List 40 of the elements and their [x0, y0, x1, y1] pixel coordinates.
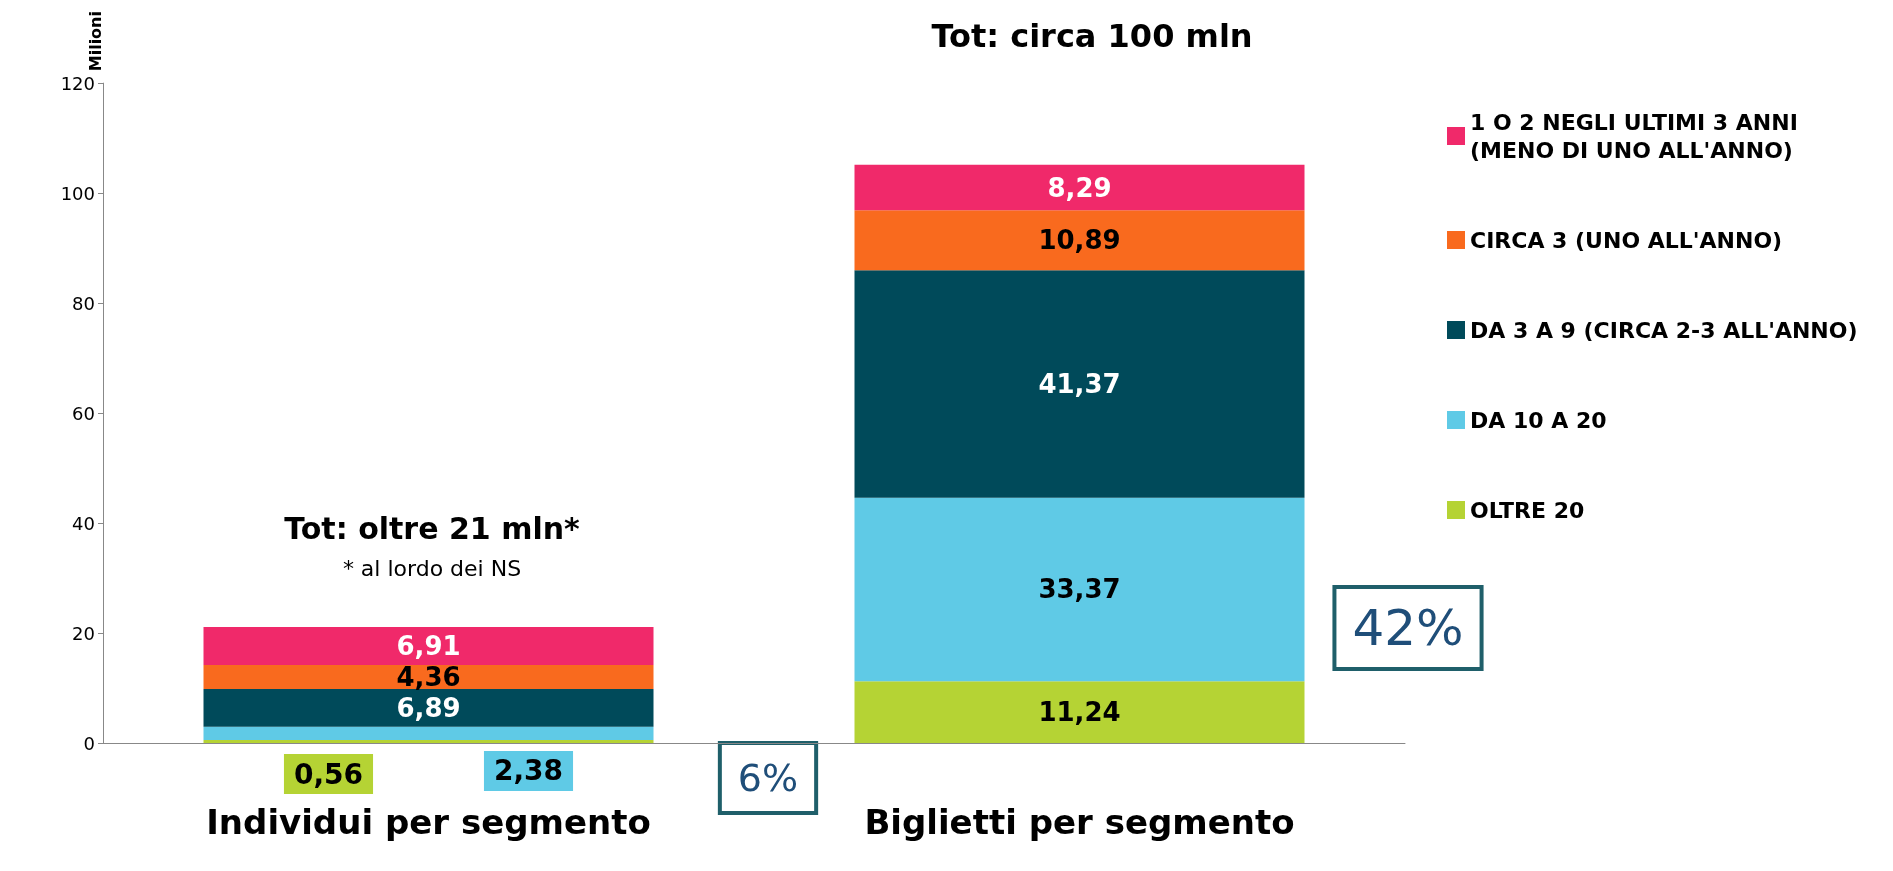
- data-label: 41,37: [1038, 368, 1121, 399]
- bar: [854, 270, 1305, 498]
- bar: [203, 739, 654, 743]
- legend-label: CIRCA 3 (UNO ALL'ANNO): [1470, 227, 1783, 253]
- y-tick-label: 80: [72, 292, 95, 314]
- data-label: 33,37: [1038, 574, 1121, 605]
- x-tick-label: Biglietti per segmento: [864, 802, 1295, 842]
- y-tick-label: 100: [60, 182, 95, 204]
- data-label: 8,29: [1047, 172, 1112, 203]
- y-tick-label: 0: [83, 732, 95, 754]
- bar: [203, 626, 654, 665]
- data-label: 0,56: [293, 757, 364, 791]
- annotation: Tot: oltre 21 mln*: [284, 510, 581, 546]
- text: Tot: circa 100 mln: [931, 17, 1253, 55]
- data-label: 10,89: [1038, 225, 1121, 256]
- legend-label: 1 O 2 NEGLI ULTIMI 3 ANNI (MENO DI UNO ALL'ANNO): [1470, 109, 1806, 163]
- data-label: 4,36: [396, 661, 461, 692]
- data-label: 2,38: [493, 754, 564, 788]
- bar: [854, 681, 1305, 743]
- bar: [854, 497, 1305, 682]
- bar: [203, 726, 654, 740]
- bar: [203, 664, 654, 689]
- bar: [203, 688, 654, 727]
- annotation: 42%: [1352, 599, 1464, 657]
- legend-label: DA 10 A 20: [1470, 407, 1607, 433]
- data-label: 6,91: [396, 630, 461, 661]
- y-tick-label: 60: [72, 402, 95, 424]
- y-tick-label: 20: [72, 622, 95, 644]
- bar: [854, 164, 1305, 211]
- legend-label: OLTRE 20: [1470, 497, 1585, 523]
- bar: [854, 210, 1305, 271]
- data-label: 11,24: [1038, 697, 1121, 728]
- x-tick-label: Individui per segmento: [206, 802, 651, 842]
- y-tick-label: 40: [72, 512, 95, 534]
- y-tick-label: 120: [60, 72, 95, 94]
- legend-label: DA 3 A 9 (CIRCA 2-3 ALL'ANNO): [1470, 317, 1858, 343]
- text: 6%: [737, 756, 799, 800]
- y-axis-title: Milioni: [85, 11, 105, 72]
- annotation: * al lordo dei NS: [342, 555, 522, 581]
- data-label: 6,89: [396, 692, 461, 723]
